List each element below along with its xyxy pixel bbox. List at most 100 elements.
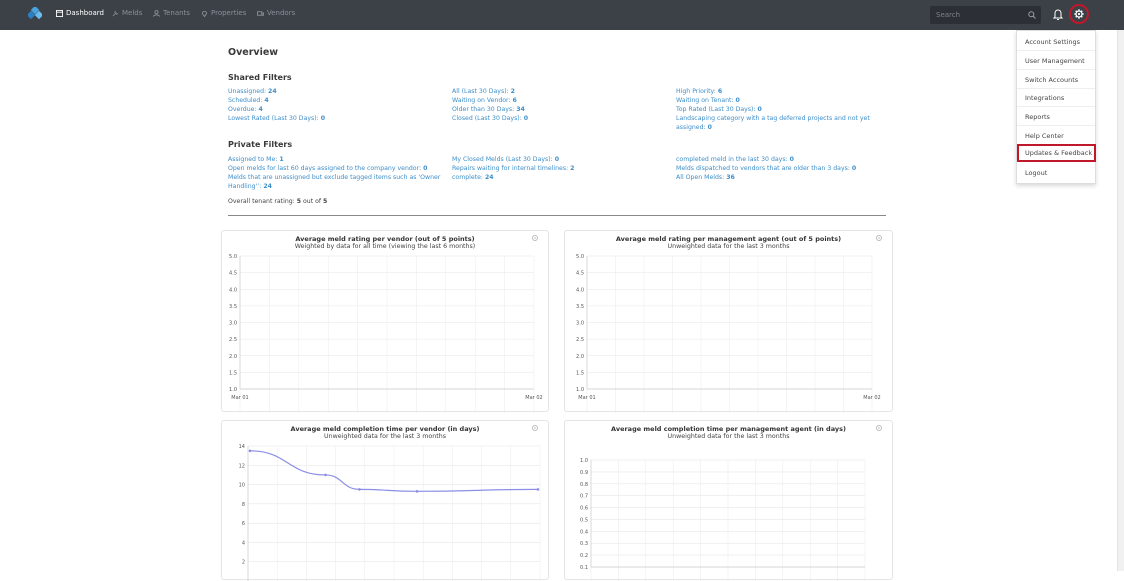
search-icon[interactable] bbox=[1028, 11, 1036, 19]
filter-link[interactable]: Older than 30 Days: 34 bbox=[452, 106, 525, 113]
filter-link[interactable]: Melds that are unassigned but exclude ta… bbox=[228, 174, 441, 190]
y-tick-label: 1.0 bbox=[580, 458, 588, 464]
gear-icon bbox=[1074, 9, 1084, 19]
menu-item-logout[interactable]: Logout bbox=[1025, 169, 1048, 177]
gear-icon[interactable] bbox=[875, 424, 883, 432]
y-tick-label: 0.6 bbox=[580, 506, 588, 512]
y-tick-label: 6 bbox=[242, 521, 245, 527]
y-tick-label: 5.0 bbox=[229, 254, 237, 260]
filter-link[interactable]: Top Rated (Last 30 Days): 0 bbox=[676, 106, 762, 113]
filter-link[interactable]: Closed (Last 30 Days): 0 bbox=[452, 115, 529, 122]
chart-card-vendor-completion: Average meld completion time per vendor … bbox=[221, 420, 549, 581]
menu-item-updates-feedback[interactable]: Updates & Feedback bbox=[1017, 144, 1096, 162]
filter-link[interactable]: complete: 24 bbox=[452, 174, 494, 181]
top-nav-bar: Dashboard Melds Tenants Properties Vendo… bbox=[0, 0, 1124, 30]
private-filters-col3: completed meld in the last 30 days: 0 Me… bbox=[676, 155, 891, 182]
chart-subtitle: Unweighted data for the last 3 months bbox=[667, 433, 790, 440]
data-point bbox=[324, 473, 327, 477]
filter-link[interactable]: Open melds for last 60 days assigned to … bbox=[228, 165, 428, 172]
filter-link[interactable]: All Open Melds: 36 bbox=[676, 174, 735, 181]
filter-link[interactable]: All (Last 30 Days): 2 bbox=[452, 88, 515, 95]
filter-link[interactable]: Scheduled: 4 bbox=[228, 97, 269, 104]
filter-link[interactable]: Overdue: 4 bbox=[228, 106, 263, 113]
tenant-rating-value: 5 bbox=[296, 198, 302, 205]
x-tick-label: Mar 01 bbox=[578, 395, 595, 401]
y-tick-label: 0.8 bbox=[580, 482, 588, 488]
y-tick-label: 0.1 bbox=[580, 565, 588, 571]
filter-link[interactable]: My Closed Melds (Last 30 Days): 0 bbox=[452, 156, 560, 163]
menu-item-user-management[interactable]: User Management bbox=[1017, 52, 1095, 70]
y-tick-label: 1.0 bbox=[576, 387, 584, 393]
tenant-rating-max: 5 bbox=[323, 198, 328, 205]
y-tick-label: 5.0 bbox=[576, 254, 584, 260]
filter-link[interactable]: Landscaping category with a tag deferred… bbox=[676, 115, 870, 131]
page-title: Overview bbox=[228, 47, 279, 58]
menu-item-help-center[interactable]: Help Center bbox=[1017, 127, 1095, 145]
chart-subtitle: Unweighted data for the last 3 months bbox=[667, 243, 790, 250]
y-tick-label: 4.5 bbox=[576, 271, 584, 277]
nav-properties[interactable]: Properties bbox=[201, 9, 246, 17]
chart-plot: 1.0 0.9 0.8 0.7 0.6 0.5 0.4 0.3 0.2 0.1 bbox=[580, 458, 866, 581]
private-filters-col1: Assigned to Me: 1 Open melds for last 60… bbox=[228, 155, 443, 191]
nav-tenants-label: Tenants bbox=[163, 9, 190, 17]
filter-link[interactable]: Unassigned: 24 bbox=[228, 88, 277, 95]
filter-link[interactable]: Lowest Rated (Last 30 Days): 0 bbox=[228, 115, 326, 122]
nav-melds[interactable]: Melds bbox=[112, 9, 142, 17]
gear-icon[interactable] bbox=[531, 234, 539, 242]
scrollbar[interactable] bbox=[1117, 30, 1124, 571]
data-point bbox=[536, 488, 540, 491]
y-tick-label: 2.0 bbox=[229, 354, 237, 360]
y-tick-label: 4.5 bbox=[229, 271, 237, 277]
x-tick-label: Mar 02 bbox=[863, 395, 880, 401]
data-point bbox=[358, 488, 361, 491]
nav-dashboard[interactable]: Dashboard bbox=[56, 9, 104, 17]
filter-link[interactable]: Melds dispatched to vendors that are old… bbox=[676, 165, 857, 172]
wrench-icon bbox=[112, 10, 119, 16]
bell-icon[interactable] bbox=[1052, 8, 1064, 21]
settings-button[interactable] bbox=[1069, 4, 1089, 24]
y-tick-label: 0.7 bbox=[580, 494, 588, 500]
private-filters-heading: Private Filters bbox=[228, 140, 293, 149]
gear-icon[interactable] bbox=[875, 234, 883, 242]
y-tick-label: 4.0 bbox=[229, 287, 237, 293]
nav-properties-label: Properties bbox=[211, 9, 247, 17]
filter-link[interactable]: Waiting on Vendor: 6 bbox=[452, 97, 517, 104]
settings-dropdown-menu: Account Settings User Management Switch … bbox=[1016, 30, 1096, 184]
chart-plot: 5.0 4.5 4.0 3.5 3.0 2.5 2.0 1.5 1.0 Mar 01 Mar 02 bbox=[229, 254, 543, 413]
y-tick-label: 4 bbox=[242, 540, 245, 546]
nav-tenants[interactable]: Tenants bbox=[153, 9, 190, 17]
chart-card-agent-completion: Average meld completion time per managem… bbox=[564, 420, 893, 581]
y-tick-label: 10 bbox=[239, 483, 245, 489]
y-tick-label: 1.0 bbox=[229, 387, 237, 393]
filter-link[interactable]: Assigned to Me: 1 bbox=[228, 156, 284, 163]
y-tick-label: 0.2 bbox=[580, 553, 588, 559]
y-tick-label: 0.4 bbox=[580, 529, 588, 535]
menu-item-account-settings[interactable]: Account Settings bbox=[1017, 33, 1095, 51]
filter-link[interactable]: High Priority: 6 bbox=[676, 88, 723, 95]
y-tick-label: 2.0 bbox=[576, 354, 584, 360]
chart-title: Average meld rating per vendor (out of 5… bbox=[295, 235, 475, 243]
search-box bbox=[930, 6, 1041, 24]
search-input[interactable] bbox=[936, 9, 1024, 21]
filter-link[interactable]: Repairs waiting for internal timelines: … bbox=[452, 165, 575, 172]
dashboard-icon bbox=[56, 9, 63, 17]
menu-item-integrations[interactable]: Integrations bbox=[1017, 89, 1095, 107]
chart-title: Average meld completion time per managem… bbox=[611, 425, 846, 433]
logo-icon[interactable] bbox=[28, 7, 42, 21]
menu-item-reports[interactable]: Reports bbox=[1017, 108, 1095, 126]
nav-vendors[interactable]: Vendors bbox=[257, 9, 295, 17]
filter-link[interactable]: Waiting on Tenant: 0 bbox=[676, 97, 740, 104]
chart-title: Average meld rating per management agent… bbox=[615, 235, 842, 243]
menu-item-switch-accounts[interactable]: Switch Accounts bbox=[1017, 71, 1095, 89]
chart-subtitle: Weighted by data for all time (viewing t… bbox=[294, 243, 476, 250]
chart-card-vendor-rating: Average meld rating per vendor (out of 5… bbox=[221, 230, 549, 413]
filter-link[interactable]: completed meld in the last 30 days: 0 bbox=[676, 156, 794, 163]
y-tick-label: 1.5 bbox=[576, 370, 584, 376]
gear-icon[interactable] bbox=[531, 424, 539, 432]
y-tick-label: 2.5 bbox=[576, 337, 584, 343]
chart-plot: 14 12 10 8 6 4 2 bbox=[239, 444, 541, 581]
chart-title: Average meld completion time per vendor … bbox=[290, 425, 480, 433]
y-tick-label: 0.3 bbox=[580, 541, 588, 547]
x-tick-label: Mar 02 bbox=[525, 395, 542, 401]
y-tick-label: 1.5 bbox=[229, 370, 237, 376]
